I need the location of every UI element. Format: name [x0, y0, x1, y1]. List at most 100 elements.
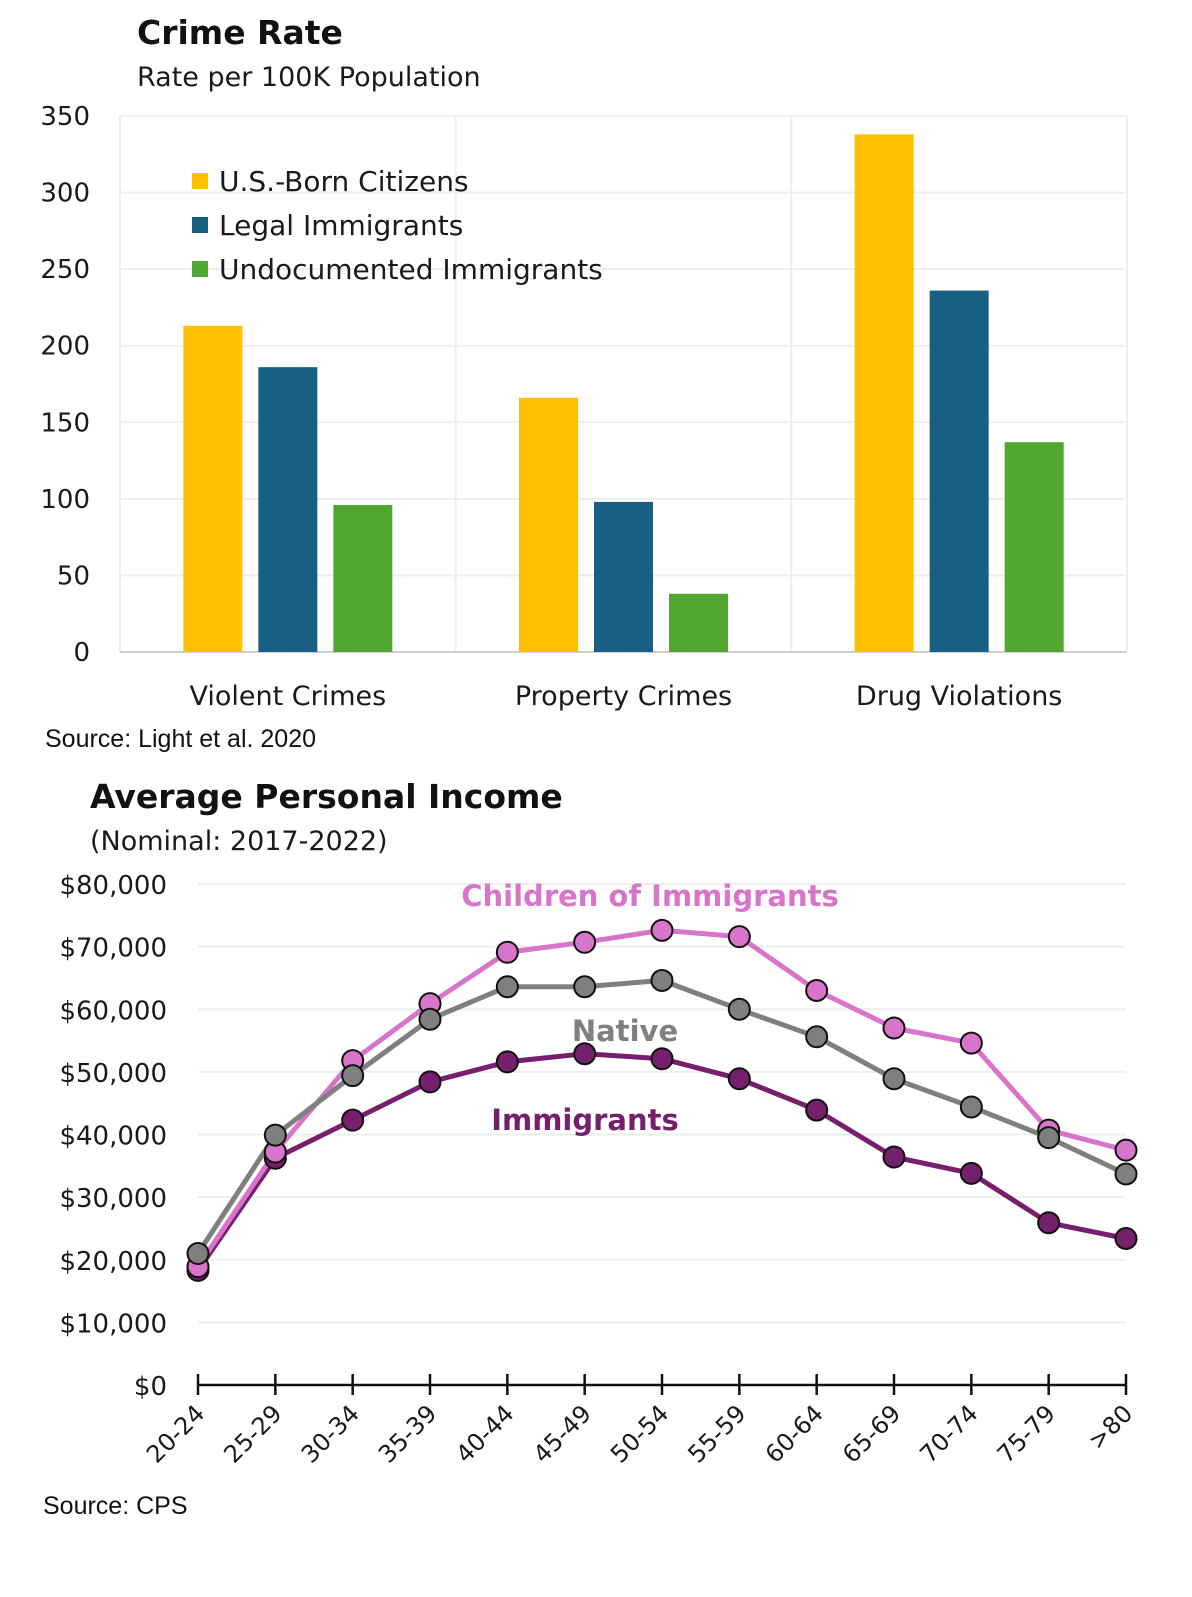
point-immigrants-55-59 [727, 1067, 751, 1091]
x-tick-label: 50-54 [605, 1399, 674, 1468]
legend-swatch [192, 173, 208, 189]
point-immigrants-45-49 [573, 1042, 597, 1066]
point-immigrants--80 [1114, 1226, 1138, 1250]
income-gridlines [198, 883, 1126, 1324]
crime-chart-subtitle: Rate per 100K Population [137, 62, 481, 93]
crime-category-labels: Violent Crimes Property Crimes Drug Violat… [189, 681, 1062, 712]
bar-legal-immigrants-property-crimes [594, 501, 653, 652]
x-tick-label: >80 [1083, 1399, 1139, 1455]
x-tick-label: 55-59 [682, 1399, 751, 1468]
point-native-20-24 [186, 1241, 210, 1265]
x-tick-label: 60-64 [760, 1399, 829, 1468]
point-children-of-immigrants-60-64 [805, 978, 829, 1002]
x-tick-label: 70-74 [914, 1399, 983, 1468]
y-tick-label: $30,000 [59, 1184, 167, 1214]
income-chart: Average Personal Income (Nominal: 2017-2… [43, 777, 1138, 1520]
point-native-45-49 [573, 975, 597, 999]
income-points [186, 918, 1138, 1282]
point-immigrants-75-79 [1037, 1211, 1061, 1235]
point-immigrants-60-64 [805, 1098, 829, 1122]
bar-u-s-born-citizens-violent-crimes [183, 325, 243, 652]
crime-bars [183, 134, 1064, 652]
point-children-of-immigrants--80 [1114, 1138, 1138, 1162]
point-native-35-39 [418, 1007, 442, 1031]
y-tick-label: $70,000 [59, 934, 167, 964]
bar-undocumented-immigrants-violent-crimes [333, 504, 393, 652]
point-immigrants-70-74 [959, 1161, 983, 1185]
y-tick-label: 300 [40, 179, 90, 209]
point-immigrants-40-44 [495, 1050, 519, 1074]
legend-swatch [192, 217, 208, 233]
bar-legal-immigrants-violent-crimes [258, 367, 318, 652]
point-native-40-44 [495, 975, 519, 999]
annotation-immigrants: Immigrants [491, 1103, 679, 1137]
legend-label: U.S.-Born Citizens [219, 165, 469, 198]
point-native-55-59 [727, 997, 751, 1021]
y-tick-label: $80,000 [59, 871, 167, 901]
y-tick-label: 100 [40, 485, 90, 515]
x-tick-label: 20-24 [141, 1399, 210, 1468]
x-tick-label: 40-44 [450, 1399, 519, 1468]
point-native--80 [1114, 1162, 1138, 1186]
point-native-25-29 [263, 1123, 287, 1147]
legend-label: Legal Immigrants [219, 209, 463, 242]
y-tick-label: $0 [134, 1372, 167, 1402]
point-native-60-64 [805, 1025, 829, 1049]
y-tick-label: $40,000 [59, 1122, 167, 1152]
x-tick-label: 35-39 [373, 1399, 442, 1468]
point-native-50-54 [650, 968, 674, 992]
x-tick-label: 25-29 [218, 1399, 287, 1468]
point-immigrants-30-34 [341, 1108, 365, 1132]
crime-source: Source: Light et al. 2020 [45, 725, 316, 753]
point-children-of-immigrants-50-54 [650, 918, 674, 942]
bar-u-s-born-citizens-property-crimes [519, 397, 578, 652]
point-children-of-immigrants-45-49 [573, 930, 597, 954]
point-native-70-74 [959, 1095, 983, 1119]
annotation-children-of-immigrants: Children of Immigrants [461, 879, 838, 913]
y-tick-label: $10,000 [59, 1309, 167, 1339]
y-tick-label: 50 [57, 561, 90, 591]
bar-undocumented-immigrants-property-crimes [669, 593, 728, 652]
x-tick-label: 75-79 [992, 1399, 1061, 1468]
point-immigrants-35-39 [418, 1070, 442, 1094]
y-tick-label: 200 [40, 332, 90, 362]
x-tick-label: 30-34 [296, 1399, 365, 1468]
crime-rate-chart: Crime Rate Rate per 100K Population 0 50 1… [40, 13, 1128, 753]
legend-swatch [192, 261, 208, 277]
point-children-of-immigrants-65-69 [882, 1016, 906, 1040]
category-label: Violent Crimes [189, 681, 386, 712]
y-tick-label: 0 [73, 638, 90, 668]
bar-u-s-born-citizens-drug-violations [854, 134, 914, 652]
income-source: Source: CPS [43, 1492, 188, 1520]
annotation-native: Native [572, 1014, 678, 1048]
income-chart-subtitle: (Nominal: 2017-2022) [90, 826, 388, 857]
y-tick-label: 250 [40, 255, 90, 285]
income-x-axis-labels: 20-24 25-29 30-34 35-39 40-44 45-49 50-54 55-59… [141, 1399, 1138, 1468]
income-x-axis [196, 1374, 1128, 1395]
income-chart-title: Average Personal Income [90, 777, 563, 816]
point-children-of-immigrants-70-74 [959, 1031, 983, 1055]
point-children-of-immigrants-55-59 [727, 925, 751, 949]
y-tick-label: $60,000 [59, 996, 167, 1026]
x-tick-label: 65-69 [837, 1399, 906, 1468]
income-y-axis-ticks: $0 $10,000 $20,000 $30,000 $40,000 $50,000 $60… [59, 871, 167, 1402]
y-tick-label: 350 [40, 102, 90, 132]
category-label: Property Crimes [515, 681, 732, 712]
point-native-30-34 [341, 1064, 365, 1088]
x-tick-label: 45-49 [528, 1399, 597, 1468]
y-tick-label: $20,000 [59, 1247, 167, 1277]
bar-undocumented-immigrants-drug-violations [1004, 442, 1064, 652]
y-tick-label: 150 [40, 408, 90, 438]
point-immigrants-50-54 [650, 1047, 674, 1071]
crime-y-axis-ticks: 0 50 100 150 200 250 300 350 [40, 102, 90, 668]
bar-legal-immigrants-drug-violations [929, 290, 989, 652]
category-label: Drug Violations [856, 681, 1062, 712]
crime-chart-title: Crime Rate [137, 13, 343, 52]
point-immigrants-65-69 [882, 1145, 906, 1169]
legend-label: Undocumented Immigrants [219, 253, 603, 286]
crime-legend: U.S.-Born Citizens Legal Immigrants Undocu… [192, 165, 603, 286]
point-native-75-79 [1037, 1126, 1061, 1150]
y-tick-label: $50,000 [59, 1059, 167, 1089]
point-native-65-69 [882, 1067, 906, 1091]
